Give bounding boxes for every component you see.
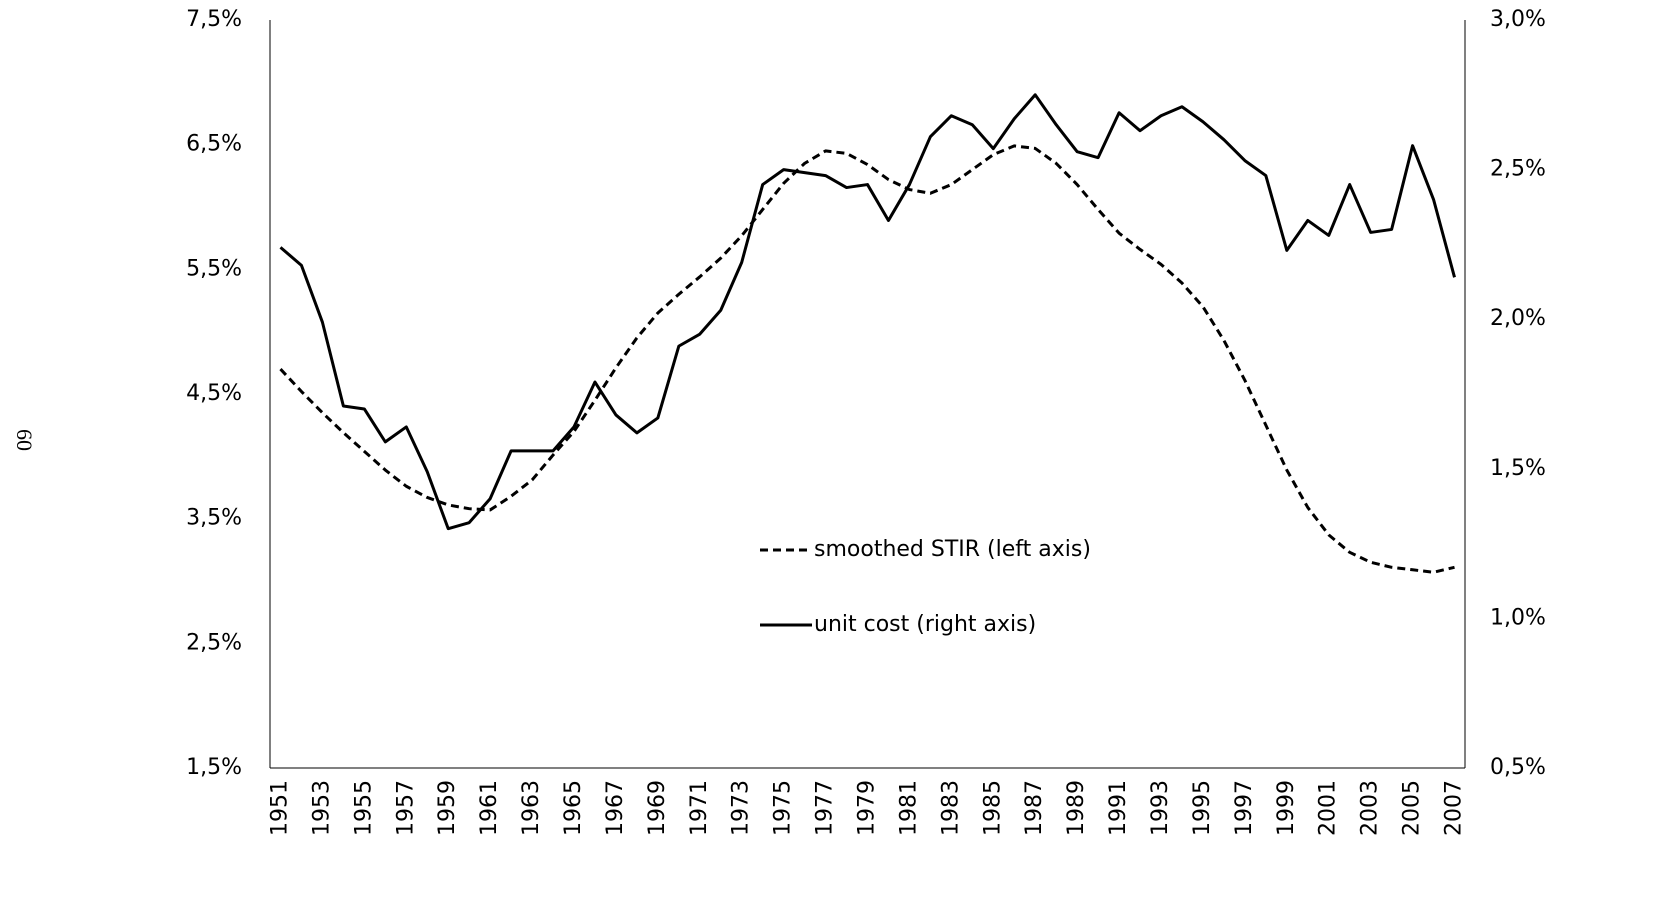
- x-tick-label: 1959: [435, 780, 460, 836]
- y-tick-label: 3,5%: [186, 506, 242, 531]
- x-tick-label: 1951: [267, 780, 292, 836]
- y2-tick-label: 1,5%: [1490, 456, 1546, 481]
- x-tick-label: 1975: [771, 780, 796, 836]
- legend-label: smoothed STIR (left axis): [814, 537, 1091, 562]
- y2-tick-label: 0,5%: [1490, 755, 1546, 780]
- x-tick-label: 1971: [687, 780, 712, 836]
- x-tick-label: 1979: [855, 780, 880, 836]
- x-tick-label: 1987: [1022, 780, 1047, 836]
- y2-tick-label: 1,0%: [1490, 605, 1546, 630]
- legend-label: unit cost (right axis): [814, 612, 1036, 637]
- x-tick-label: 1999: [1274, 780, 1299, 836]
- x-tick-label: 2001: [1316, 780, 1341, 836]
- y-tick-label: 1,5%: [186, 755, 242, 780]
- x-tick-label: 1977: [813, 780, 838, 836]
- series-line: [279, 144, 1455, 574]
- series-line: [279, 93, 1456, 531]
- x-tick-label: 1991: [1106, 780, 1131, 836]
- x-tick-label: 2007: [1442, 780, 1467, 836]
- y2-tick-label: 2,5%: [1490, 157, 1546, 182]
- x-tick-label: 1965: [561, 780, 586, 836]
- y2-tick-label: 2,0%: [1490, 306, 1546, 331]
- x-tick-label: 1983: [938, 780, 963, 836]
- x-tick-label: 2005: [1400, 780, 1425, 836]
- x-tick-label: 1969: [645, 780, 670, 836]
- y-tick-label: 2,5%: [186, 630, 242, 655]
- x-tick-label: 1961: [477, 780, 502, 836]
- x-tick-label: 1995: [1190, 780, 1215, 836]
- page-number: 60: [12, 429, 37, 451]
- x-tick-label: 1981: [896, 780, 921, 836]
- x-tick-label: 1993: [1148, 780, 1173, 836]
- y-tick-label: 7,5%: [186, 7, 242, 32]
- x-tick-label: 1989: [1064, 780, 1089, 836]
- y-tick-label: 4,5%: [186, 381, 242, 406]
- x-tick-label: 1985: [980, 780, 1005, 836]
- y-tick-label: 5,5%: [186, 256, 242, 281]
- x-tick-label: 1973: [729, 780, 754, 836]
- x-tick-label: 1955: [351, 780, 376, 836]
- x-tick-label: 1963: [519, 780, 544, 836]
- x-tick-label: 1997: [1232, 780, 1257, 836]
- y-tick-label: 6,5%: [186, 132, 242, 157]
- y2-tick-label: 3,0%: [1490, 7, 1546, 32]
- x-tick-label: 2003: [1358, 780, 1383, 836]
- x-tick-label: 1953: [309, 780, 334, 836]
- x-tick-label: 1957: [393, 780, 418, 836]
- x-tick-label: 1967: [603, 780, 628, 836]
